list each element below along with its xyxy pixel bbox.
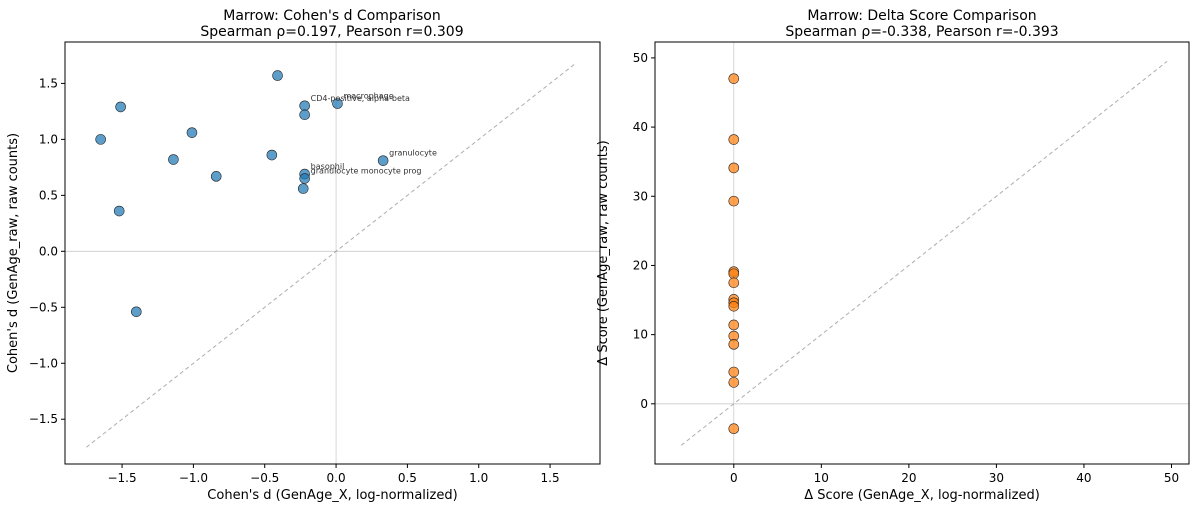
point-annotation: granulocyte monocyte prog [311, 167, 422, 176]
data-point [728, 134, 740, 145]
data-point [168, 154, 179, 165]
x-tick-label: 30 [989, 471, 1004, 485]
data-point [272, 70, 283, 81]
y-tick-label: 0 [640, 397, 648, 411]
y-tick-label: 20 [633, 258, 648, 272]
chart-title: Marrow: Cohen's d Comparison [223, 8, 441, 24]
data-point [186, 127, 198, 138]
point-annotation: granulocyte [389, 149, 437, 158]
data-point [728, 300, 740, 312]
x-tick-label: 0.5 [398, 471, 417, 485]
y-axis-label: Cohen's d (GenAge_raw, raw counts) [6, 133, 21, 373]
data-point [297, 183, 309, 194]
data-point [131, 306, 142, 318]
data-point [728, 268, 740, 280]
y-tick-label: 10 [633, 328, 648, 342]
data-point [210, 171, 222, 182]
chart-subtitle: Spearman ρ=-0.338, Pearson r=-0.393 [785, 24, 1058, 40]
data-point [332, 98, 343, 109]
data-point [299, 109, 310, 121]
data-point [728, 73, 740, 84]
y-tick-label: 0.5 [39, 188, 58, 202]
data-point [728, 377, 740, 388]
y-tick-label: 50 [633, 51, 648, 65]
x-tick-label: 10 [814, 471, 829, 485]
data-point [115, 101, 126, 113]
data-point [728, 319, 740, 331]
y-tick-label: 40 [633, 120, 648, 134]
y-axis-label: Δ Score (GenAge_raw, raw counts) [596, 140, 611, 365]
identity-line [86, 62, 577, 448]
x-tick-label: 0.0 [327, 471, 346, 485]
chart-subtitle: Spearman ρ=0.197, Pearson r=0.309 [200, 24, 463, 40]
identity-line [680, 60, 1168, 446]
data-point [266, 149, 278, 161]
y-tick-label: 0.0 [39, 244, 58, 258]
x-tick-label: 20 [901, 471, 916, 485]
y-tick-label: −1.0 [29, 356, 58, 370]
data-point [377, 155, 389, 166]
point-annotation: macrophage [343, 92, 393, 101]
x-axis-label: Cohen's d (GenAge_X, log-normalized) [207, 488, 457, 503]
chart-title: Marrow: Delta Score Comparison [807, 8, 1036, 24]
data-point [95, 134, 106, 145]
y-tick-label: −1.5 [29, 412, 58, 426]
plot-frame [654, 41, 1190, 465]
x-tick-label: 1.0 [469, 471, 488, 485]
x-tick-label: 1.5 [541, 471, 560, 485]
point-annotation: basophil [311, 162, 345, 171]
y-tick-label: 30 [633, 189, 648, 203]
data-point [299, 100, 310, 112]
x-tick-label: 40 [1076, 471, 1091, 485]
data-point [299, 173, 310, 184]
data-point [728, 277, 740, 289]
x-tick-label: −0.5 [250, 471, 279, 485]
data-point [728, 162, 740, 174]
x-tick-label: −1.5 [107, 471, 136, 485]
y-tick-label: −0.5 [29, 300, 58, 314]
data-point [728, 423, 740, 435]
x-tick-label: 0 [730, 471, 738, 485]
data-point [728, 195, 740, 207]
data-point [728, 339, 740, 350]
y-tick-label: 1.0 [39, 132, 58, 146]
plot-frame [64, 41, 601, 465]
data-point [728, 366, 740, 378]
x-tick-label: −1.0 [179, 471, 208, 485]
x-tick-label: 50 [1164, 471, 1179, 485]
data-point [113, 205, 125, 217]
x-axis-label: Δ Score (GenAge_X, log-normalized) [804, 488, 1040, 503]
y-tick-label: 1.5 [39, 76, 58, 90]
point-annotation: CD4-positive, alpha-beta [311, 94, 410, 103]
